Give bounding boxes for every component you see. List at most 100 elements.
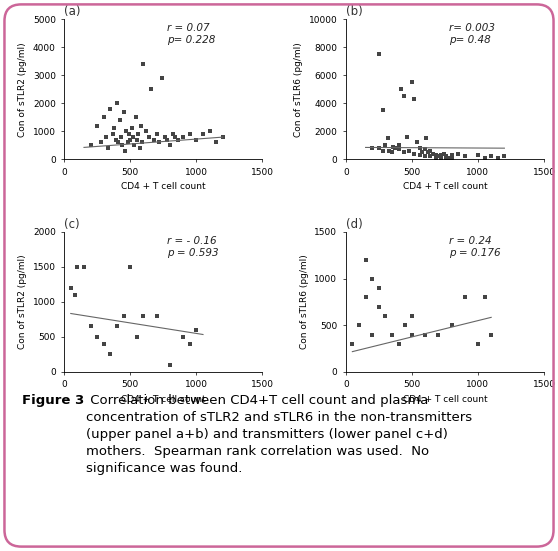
Point	[106, 350, 115, 359]
Point	[132, 333, 141, 342]
Point	[421, 330, 430, 339]
Point	[80, 263, 89, 272]
Point	[130, 141, 139, 150]
Point	[145, 132, 153, 141]
Point	[418, 148, 427, 156]
Point	[166, 360, 175, 369]
Text: (a): (a)	[64, 5, 81, 18]
Point	[436, 153, 445, 162]
Point	[199, 129, 208, 138]
Point	[179, 333, 187, 342]
Point	[388, 148, 397, 156]
Point	[374, 284, 383, 293]
Point	[454, 149, 463, 158]
Point	[86, 322, 95, 331]
Point	[111, 135, 120, 144]
Point	[381, 141, 390, 150]
Point	[487, 330, 496, 339]
Point	[157, 74, 166, 83]
X-axis label: CD4 + T cell count: CD4 + T cell count	[402, 395, 487, 404]
Point	[93, 121, 102, 130]
Point	[150, 135, 158, 144]
Point	[434, 330, 442, 339]
Point	[103, 144, 112, 153]
Point	[119, 311, 128, 320]
Point	[374, 302, 383, 311]
Point	[86, 141, 95, 150]
Point	[436, 150, 445, 159]
Point	[361, 293, 370, 302]
Point	[142, 127, 151, 136]
Point	[390, 144, 399, 153]
Point	[179, 132, 187, 141]
Point	[99, 113, 108, 122]
Point	[426, 152, 435, 161]
Text: Correlation between CD4+T cell count and plasma
concentration of sTLR2 and sTLR6: Correlation between CD4+T cell count and…	[86, 394, 473, 475]
Point	[389, 142, 398, 151]
Point	[185, 339, 194, 348]
Point	[500, 152, 509, 161]
Point	[460, 293, 469, 302]
Point	[123, 138, 132, 147]
Point	[421, 152, 430, 161]
Point	[421, 330, 430, 339]
Point	[155, 138, 164, 147]
Point	[168, 129, 177, 138]
Point	[110, 124, 119, 133]
Point	[447, 321, 456, 329]
Point	[381, 311, 390, 320]
Point	[128, 132, 137, 141]
Point	[93, 333, 102, 342]
Point	[102, 132, 111, 141]
Point	[109, 129, 118, 138]
Point	[132, 135, 141, 144]
Point	[368, 144, 377, 153]
Point	[136, 121, 145, 130]
Point	[407, 78, 416, 87]
Y-axis label: Con of sTLR2 (pg/ml): Con of sTLR2 (pg/ml)	[18, 42, 27, 137]
Point	[487, 152, 496, 161]
Point	[434, 152, 442, 161]
Point	[400, 92, 408, 101]
Point	[147, 85, 156, 94]
Point	[185, 129, 194, 138]
Point	[394, 145, 403, 154]
Text: (c): (c)	[64, 218, 80, 231]
Point	[135, 144, 144, 153]
Point	[385, 147, 394, 155]
Point	[447, 150, 456, 159]
Point	[113, 99, 122, 107]
Point	[106, 105, 115, 114]
Point	[429, 149, 437, 158]
Point	[361, 256, 370, 264]
Point	[160, 132, 169, 141]
Point	[421, 145, 430, 154]
Point	[70, 290, 79, 299]
Point	[374, 144, 383, 153]
Point	[407, 311, 416, 320]
Point	[124, 129, 133, 138]
Point	[424, 148, 432, 156]
Point	[415, 144, 424, 153]
Point	[138, 138, 147, 147]
Text: (d): (d)	[346, 218, 363, 231]
Point	[394, 141, 403, 150]
Point	[99, 339, 108, 348]
Point	[97, 138, 105, 147]
Point	[117, 132, 126, 141]
Point	[192, 135, 201, 144]
Point	[405, 147, 413, 155]
Point	[126, 263, 134, 272]
Point	[442, 153, 451, 162]
Point	[401, 321, 410, 329]
Point	[218, 132, 227, 141]
Point	[139, 311, 148, 320]
Point	[422, 134, 431, 143]
Point	[134, 129, 143, 138]
Text: r = - 0.16
p = 0.593: r = - 0.16 p = 0.593	[167, 236, 219, 258]
Point	[381, 311, 390, 320]
Text: r= 0.003
p= 0.48: r= 0.003 p= 0.48	[449, 24, 495, 45]
X-axis label: CD4 + T cell count: CD4 + T cell count	[121, 395, 206, 404]
Point	[121, 147, 129, 155]
Y-axis label: Con of sTLR6 (pg/ml): Con of sTLR6 (pg/ml)	[300, 255, 309, 349]
